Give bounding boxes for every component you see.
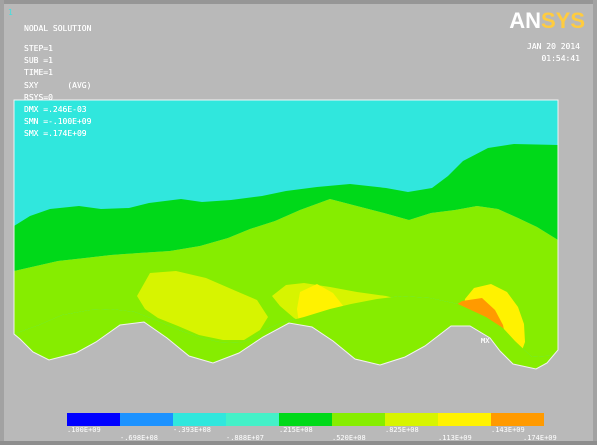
model-outline — [13, 99, 559, 370]
contour-legend — [67, 413, 544, 426]
window-number: 1 — [8, 8, 13, 17]
legend-label-8: .113E+09 — [438, 434, 472, 442]
legend-labels: .100E+09 -.698E+08 -.393E+08 -.888E+07 .… — [67, 426, 557, 444]
legend-label-10: .174E+09 — [523, 434, 557, 442]
window-border-bottom — [0, 441, 597, 445]
legend-swatch-2 — [120, 413, 173, 426]
legend-label-4: -.888E+07 — [226, 434, 264, 442]
legend-label-9: .143E+09 — [491, 426, 525, 434]
legend-swatch-6 — [332, 413, 385, 426]
contour-band-upper — [14, 100, 558, 226]
substep-value: SUB =1 — [24, 56, 53, 65]
contour-band-yellowgreen-1 — [137, 271, 268, 340]
window-border-left — [0, 0, 4, 445]
ansys-logo-left: AN — [509, 8, 541, 33]
legend-label-5: .215E+08 — [279, 426, 313, 434]
legend-label-6: .520E+08 — [332, 434, 366, 442]
legend-label-1: .100E+09 — [67, 426, 101, 434]
legend-label-3: -.393E+08 — [173, 426, 211, 434]
max-displacement: DMX =.246E-03 — [24, 105, 87, 114]
contour-band-green — [14, 144, 558, 271]
legend-swatch-4 — [226, 413, 279, 426]
ansys-logo-right: SYS — [540, 8, 585, 33]
step-value: STEP=1 — [24, 44, 53, 53]
legend-swatch-7 — [385, 413, 438, 426]
maximum-stress: SMX =.174E+09 — [24, 129, 87, 138]
stress-component: SXY (AVG) — [24, 81, 92, 90]
time-value: TIME=1 — [24, 68, 53, 77]
legend-label-2: -.698E+08 — [120, 434, 158, 442]
max-marker: MX — [481, 337, 490, 345]
minimum-stress: SMN =-.100E+09 — [24, 117, 92, 126]
legend-label-7: .825E+08 — [385, 426, 419, 434]
window-border-top — [0, 0, 597, 4]
coordinate-system: RSYS=0 — [24, 93, 53, 102]
legend-swatch-5 — [279, 413, 332, 426]
solution-title: NODAL SOLUTION — [24, 24, 92, 33]
legend-swatch-9 — [491, 413, 544, 426]
legend-swatch-8 — [438, 413, 491, 426]
contour-band-lime — [14, 199, 558, 357]
ansys-logo: ANSYS — [509, 8, 585, 34]
legend-swatch-3 — [173, 413, 226, 426]
legend-swatch-1 — [67, 413, 120, 426]
run-date: JAN 20 2014 — [527, 42, 580, 51]
run-time: 01:54:41 — [541, 54, 580, 63]
window-border-right — [593, 0, 597, 445]
